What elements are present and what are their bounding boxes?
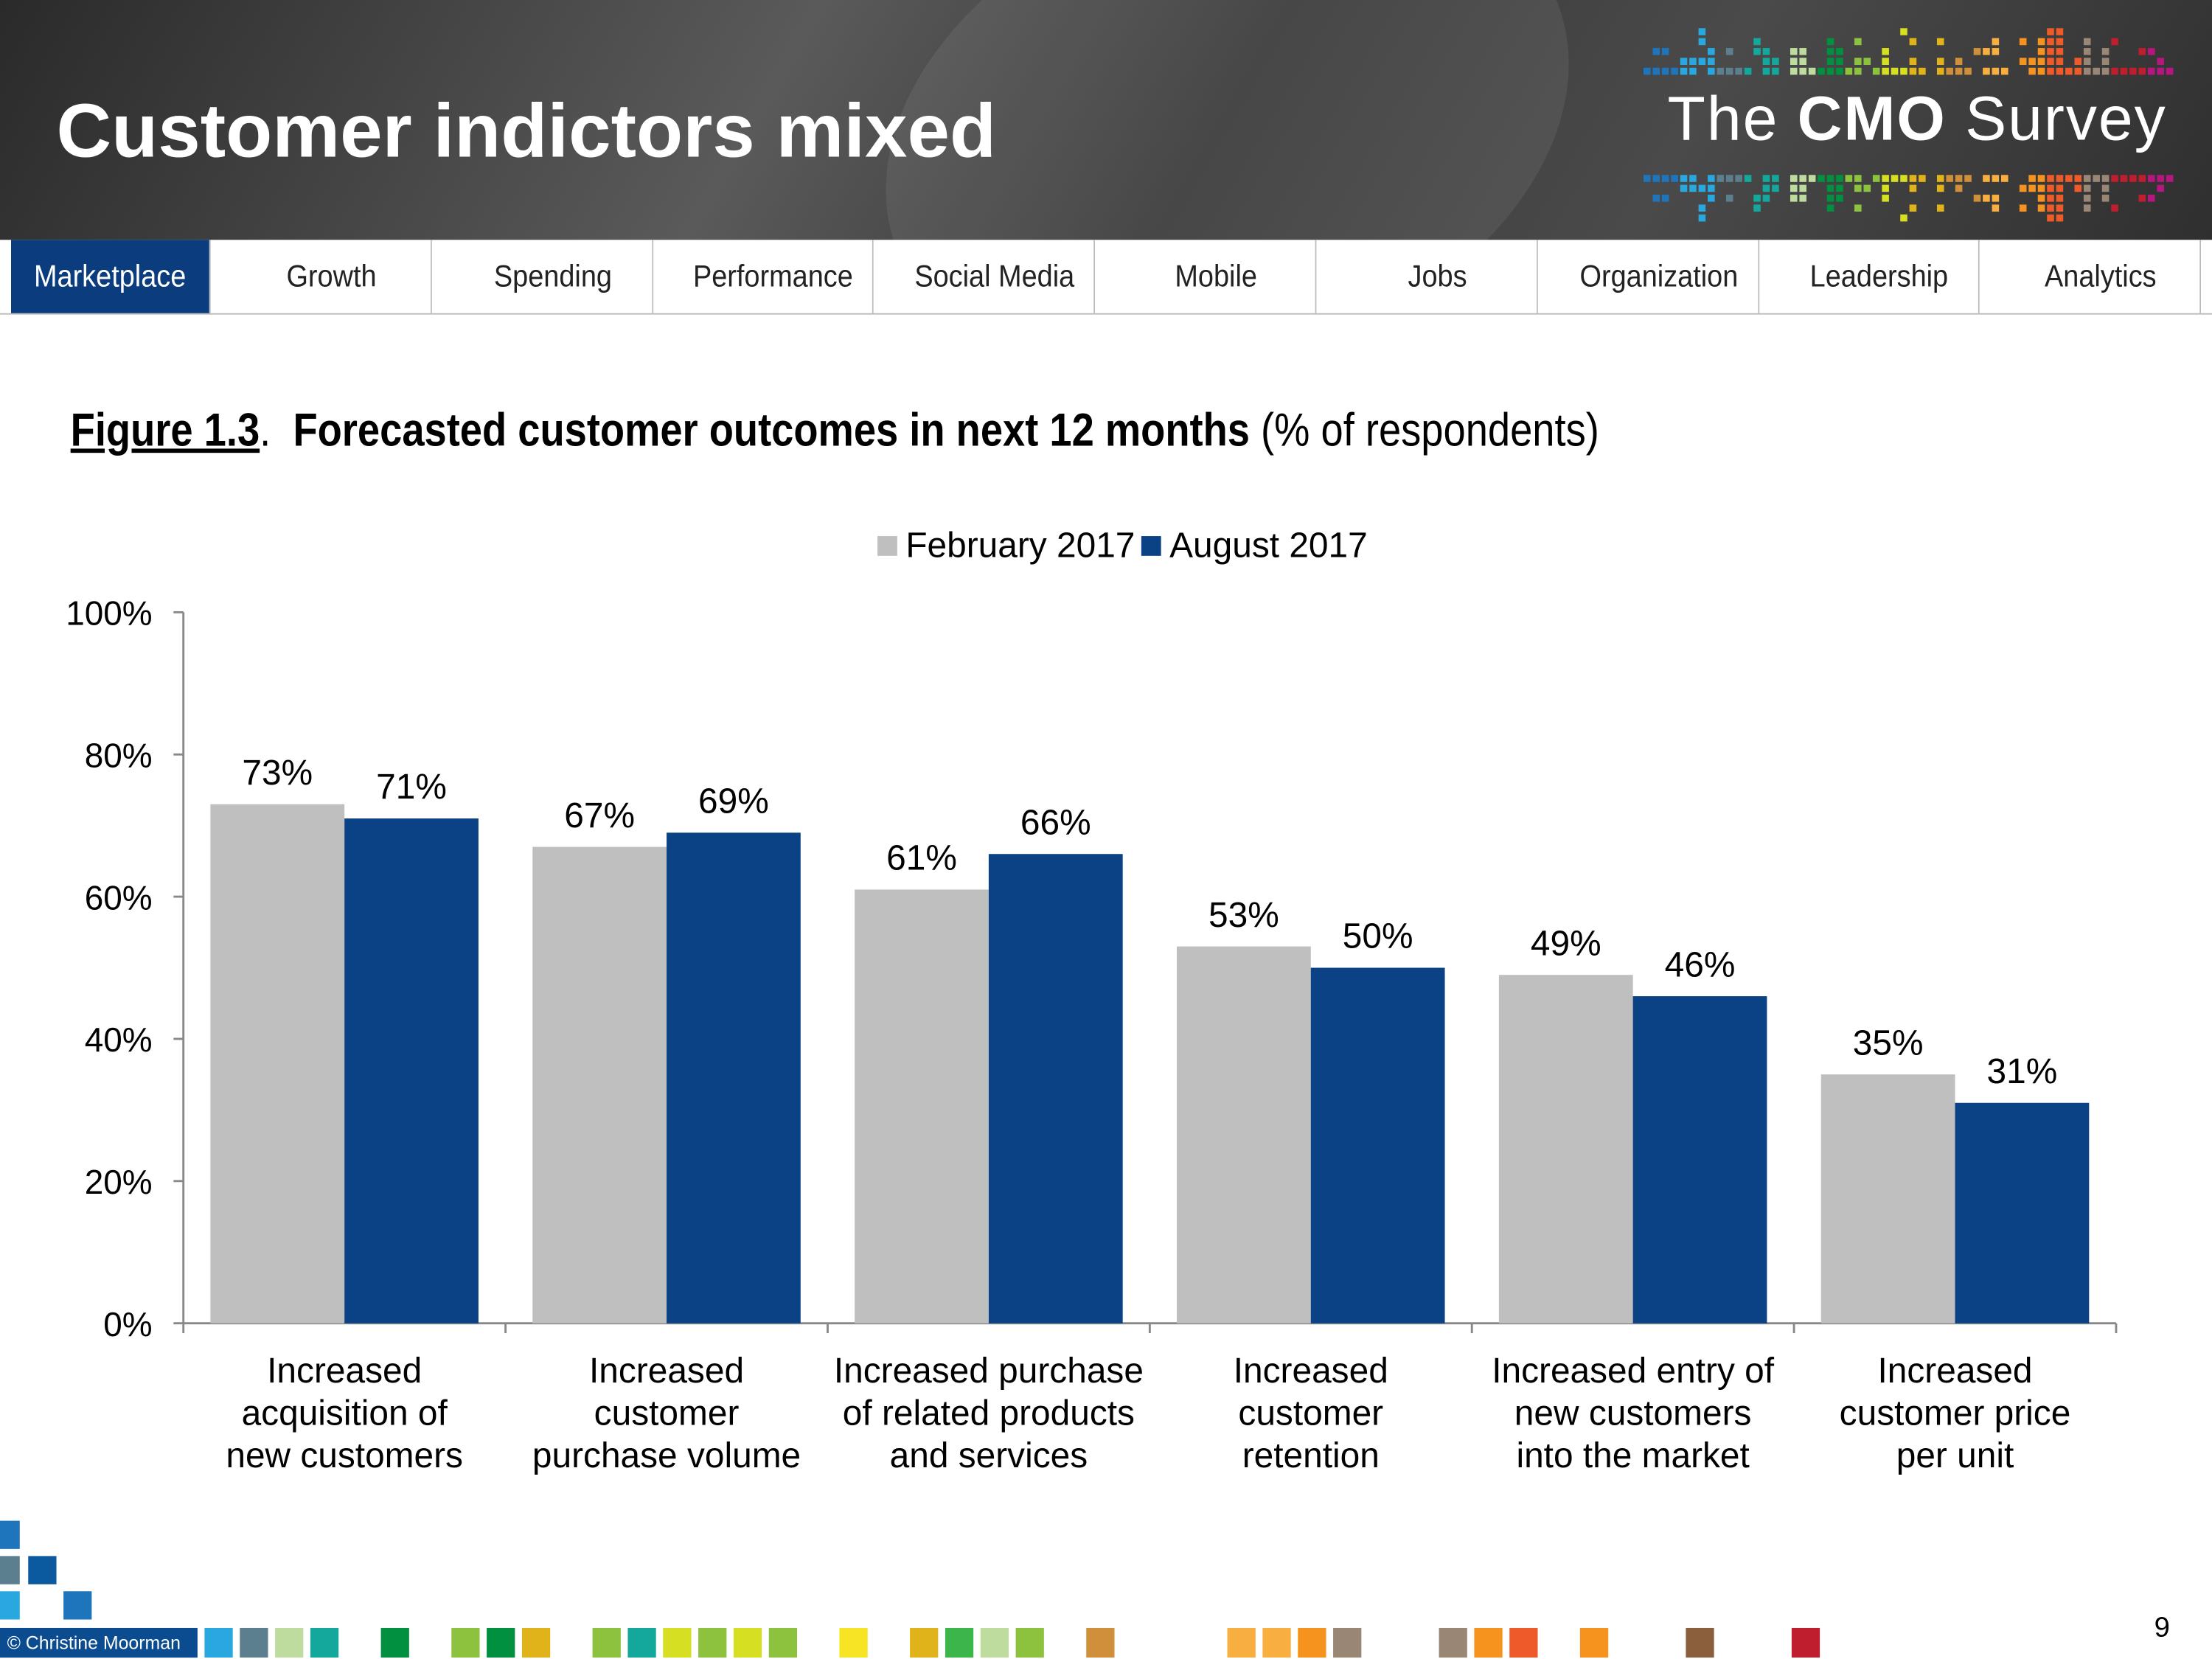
figure-title: Figure 1.3. Forecasted customer outcomes… <box>70 403 1599 456</box>
bar-august-2017 <box>1310 967 1445 1324</box>
bar-august-2017 <box>1955 1102 2090 1324</box>
bar-august-2017 <box>344 818 479 1324</box>
data-label: 50% <box>1343 917 1413 956</box>
category-label: Increased purchase <box>834 1352 1144 1391</box>
data-label: 31% <box>1987 1052 2058 1091</box>
legend-swatch <box>877 536 897 556</box>
tab-mobile[interactable]: Mobile <box>1117 240 1316 313</box>
y-tick-label: 0% <box>103 1305 152 1343</box>
bar-august-2017 <box>667 832 801 1324</box>
bar-february-2017 <box>1498 975 1633 1324</box>
y-tick-label: 100% <box>66 594 152 633</box>
y-tick-label: 20% <box>85 1163 153 1201</box>
data-label: 49% <box>1531 924 1601 963</box>
tab-analytics[interactable]: Analytics <box>2002 240 2201 313</box>
data-label: 71% <box>376 768 447 807</box>
logo-text-survey: Survey <box>1946 84 2167 154</box>
category-label: of related products <box>843 1394 1135 1433</box>
tab-jobs[interactable]: Jobs <box>1338 240 1537 313</box>
bar-february-2017 <box>532 846 667 1324</box>
page-title: Customer indictors mixed <box>56 88 997 174</box>
header-banner: Customer indictors mixed The CMO Survey <box>0 0 2212 240</box>
page-number: 9 <box>2154 1612 2170 1644</box>
bar-february-2017 <box>855 889 989 1324</box>
category-label: Increased <box>267 1352 422 1391</box>
figure-title-text: Forecasted customer outcomes in next 12 … <box>293 403 1250 456</box>
category-label: customer <box>1238 1394 1383 1433</box>
category-label: customer <box>594 1394 740 1433</box>
category-label: Increased entry of <box>1492 1352 1775 1391</box>
tab-growth[interactable]: Growth <box>232 240 431 313</box>
bar-february-2017 <box>1177 946 1311 1324</box>
bar-february-2017 <box>210 804 345 1324</box>
tab-performance[interactable]: Performance <box>675 240 874 313</box>
category-label: retention <box>1242 1436 1380 1475</box>
bar-august-2017 <box>988 854 1123 1324</box>
figure-unit: (% of respondents) <box>1261 403 1599 456</box>
data-label: 46% <box>1665 945 1736 984</box>
y-tick-label: 40% <box>85 1020 153 1059</box>
category-label: and services <box>890 1436 1088 1475</box>
category-label: acquisition of <box>242 1394 448 1433</box>
legend-label: February 2017 <box>905 526 1135 566</box>
category-label: Increased <box>1877 1352 2032 1391</box>
data-label: 53% <box>1208 896 1279 935</box>
tab-social-media[interactable]: Social Media <box>896 240 1095 313</box>
data-label: 35% <box>1853 1023 1924 1062</box>
data-label: 69% <box>698 782 769 821</box>
y-tick-label: 80% <box>85 736 153 774</box>
logo-pixel-pattern <box>1643 28 2174 222</box>
category-label: new customers <box>1514 1394 1752 1433</box>
category-label: customer price <box>1840 1394 2071 1433</box>
cmo-survey-logo: The CMO Survey <box>1636 11 2200 237</box>
category-label: per unit <box>1896 1436 2014 1475</box>
data-label: 73% <box>242 754 313 793</box>
tab-spending[interactable]: Spending <box>453 240 653 313</box>
category-label: Increased <box>589 1352 744 1391</box>
copyright: © Christine Moorman <box>0 1627 198 1658</box>
tab-leadership[interactable]: Leadership <box>1781 240 1980 313</box>
bar-august-2017 <box>1632 996 1767 1324</box>
y-tick-label: 60% <box>85 878 153 917</box>
category-label: into the market <box>1516 1436 1749 1475</box>
section-nav: Marketplace Growth Spending Performance Soci… <box>0 240 2212 315</box>
logo-text-cmo: CMO <box>1797 84 1947 154</box>
category-label: new customers <box>226 1436 463 1475</box>
category-label: purchase volume <box>532 1436 801 1475</box>
figure-label: Figure 1.3 <box>70 403 260 456</box>
tab-organization[interactable]: Organization <box>1559 240 1759 313</box>
data-label: 67% <box>564 796 635 835</box>
tab-marketplace[interactable]: Marketplace <box>10 240 210 313</box>
legend-label: August 2017 <box>1169 526 1368 566</box>
bar-february-2017 <box>1820 1074 1955 1324</box>
legend-swatch <box>1141 536 1161 556</box>
logo-text-the: The <box>1667 84 1798 154</box>
data-label: 61% <box>886 839 957 878</box>
category-label: Increased <box>1234 1352 1388 1391</box>
data-label: 66% <box>1020 803 1091 842</box>
